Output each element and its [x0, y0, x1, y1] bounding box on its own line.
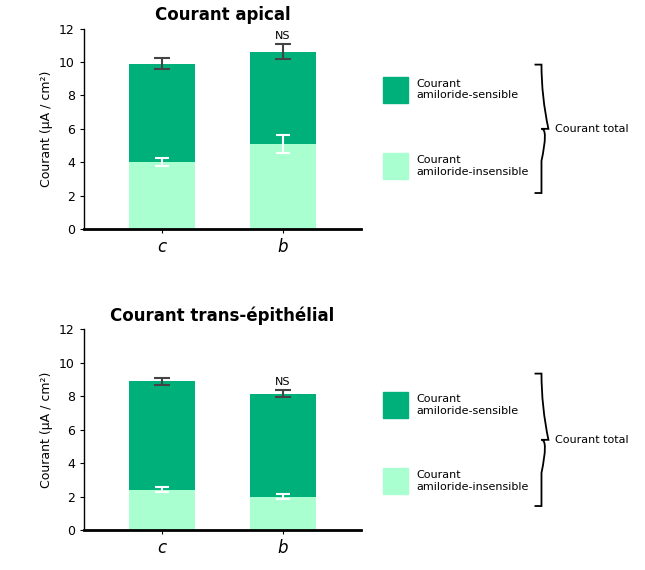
Bar	[129, 64, 195, 162]
Text: Courant
amiloride-sensible: Courant amiloride-sensible	[417, 394, 519, 416]
Bar	[250, 496, 316, 530]
Y-axis label: Courant (μA / cm²): Courant (μA / cm²)	[41, 372, 54, 488]
FancyBboxPatch shape	[383, 76, 408, 103]
Bar	[250, 394, 316, 496]
FancyBboxPatch shape	[383, 392, 408, 418]
Text: Courant total: Courant total	[555, 435, 629, 445]
FancyBboxPatch shape	[383, 153, 408, 179]
Text: Courant
amiloride-sensible: Courant amiloride-sensible	[417, 79, 519, 100]
Text: Courant
amiloride-insensible: Courant amiloride-insensible	[417, 155, 529, 177]
FancyBboxPatch shape	[383, 468, 408, 494]
Bar	[250, 52, 316, 144]
Title: Courant apical: Courant apical	[155, 6, 290, 24]
Y-axis label: Courant (μA / cm²): Courant (μA / cm²)	[41, 71, 54, 187]
Text: NS: NS	[275, 377, 290, 387]
Title: Courant trans-épithélial: Courant trans-épithélial	[110, 307, 335, 325]
Bar	[129, 381, 195, 490]
Text: Courant total: Courant total	[555, 124, 629, 134]
Text: Courant
amiloride-insensible: Courant amiloride-insensible	[417, 470, 529, 492]
Bar	[129, 490, 195, 530]
Text: NS: NS	[275, 31, 290, 41]
Bar	[250, 144, 316, 229]
Bar	[129, 162, 195, 229]
